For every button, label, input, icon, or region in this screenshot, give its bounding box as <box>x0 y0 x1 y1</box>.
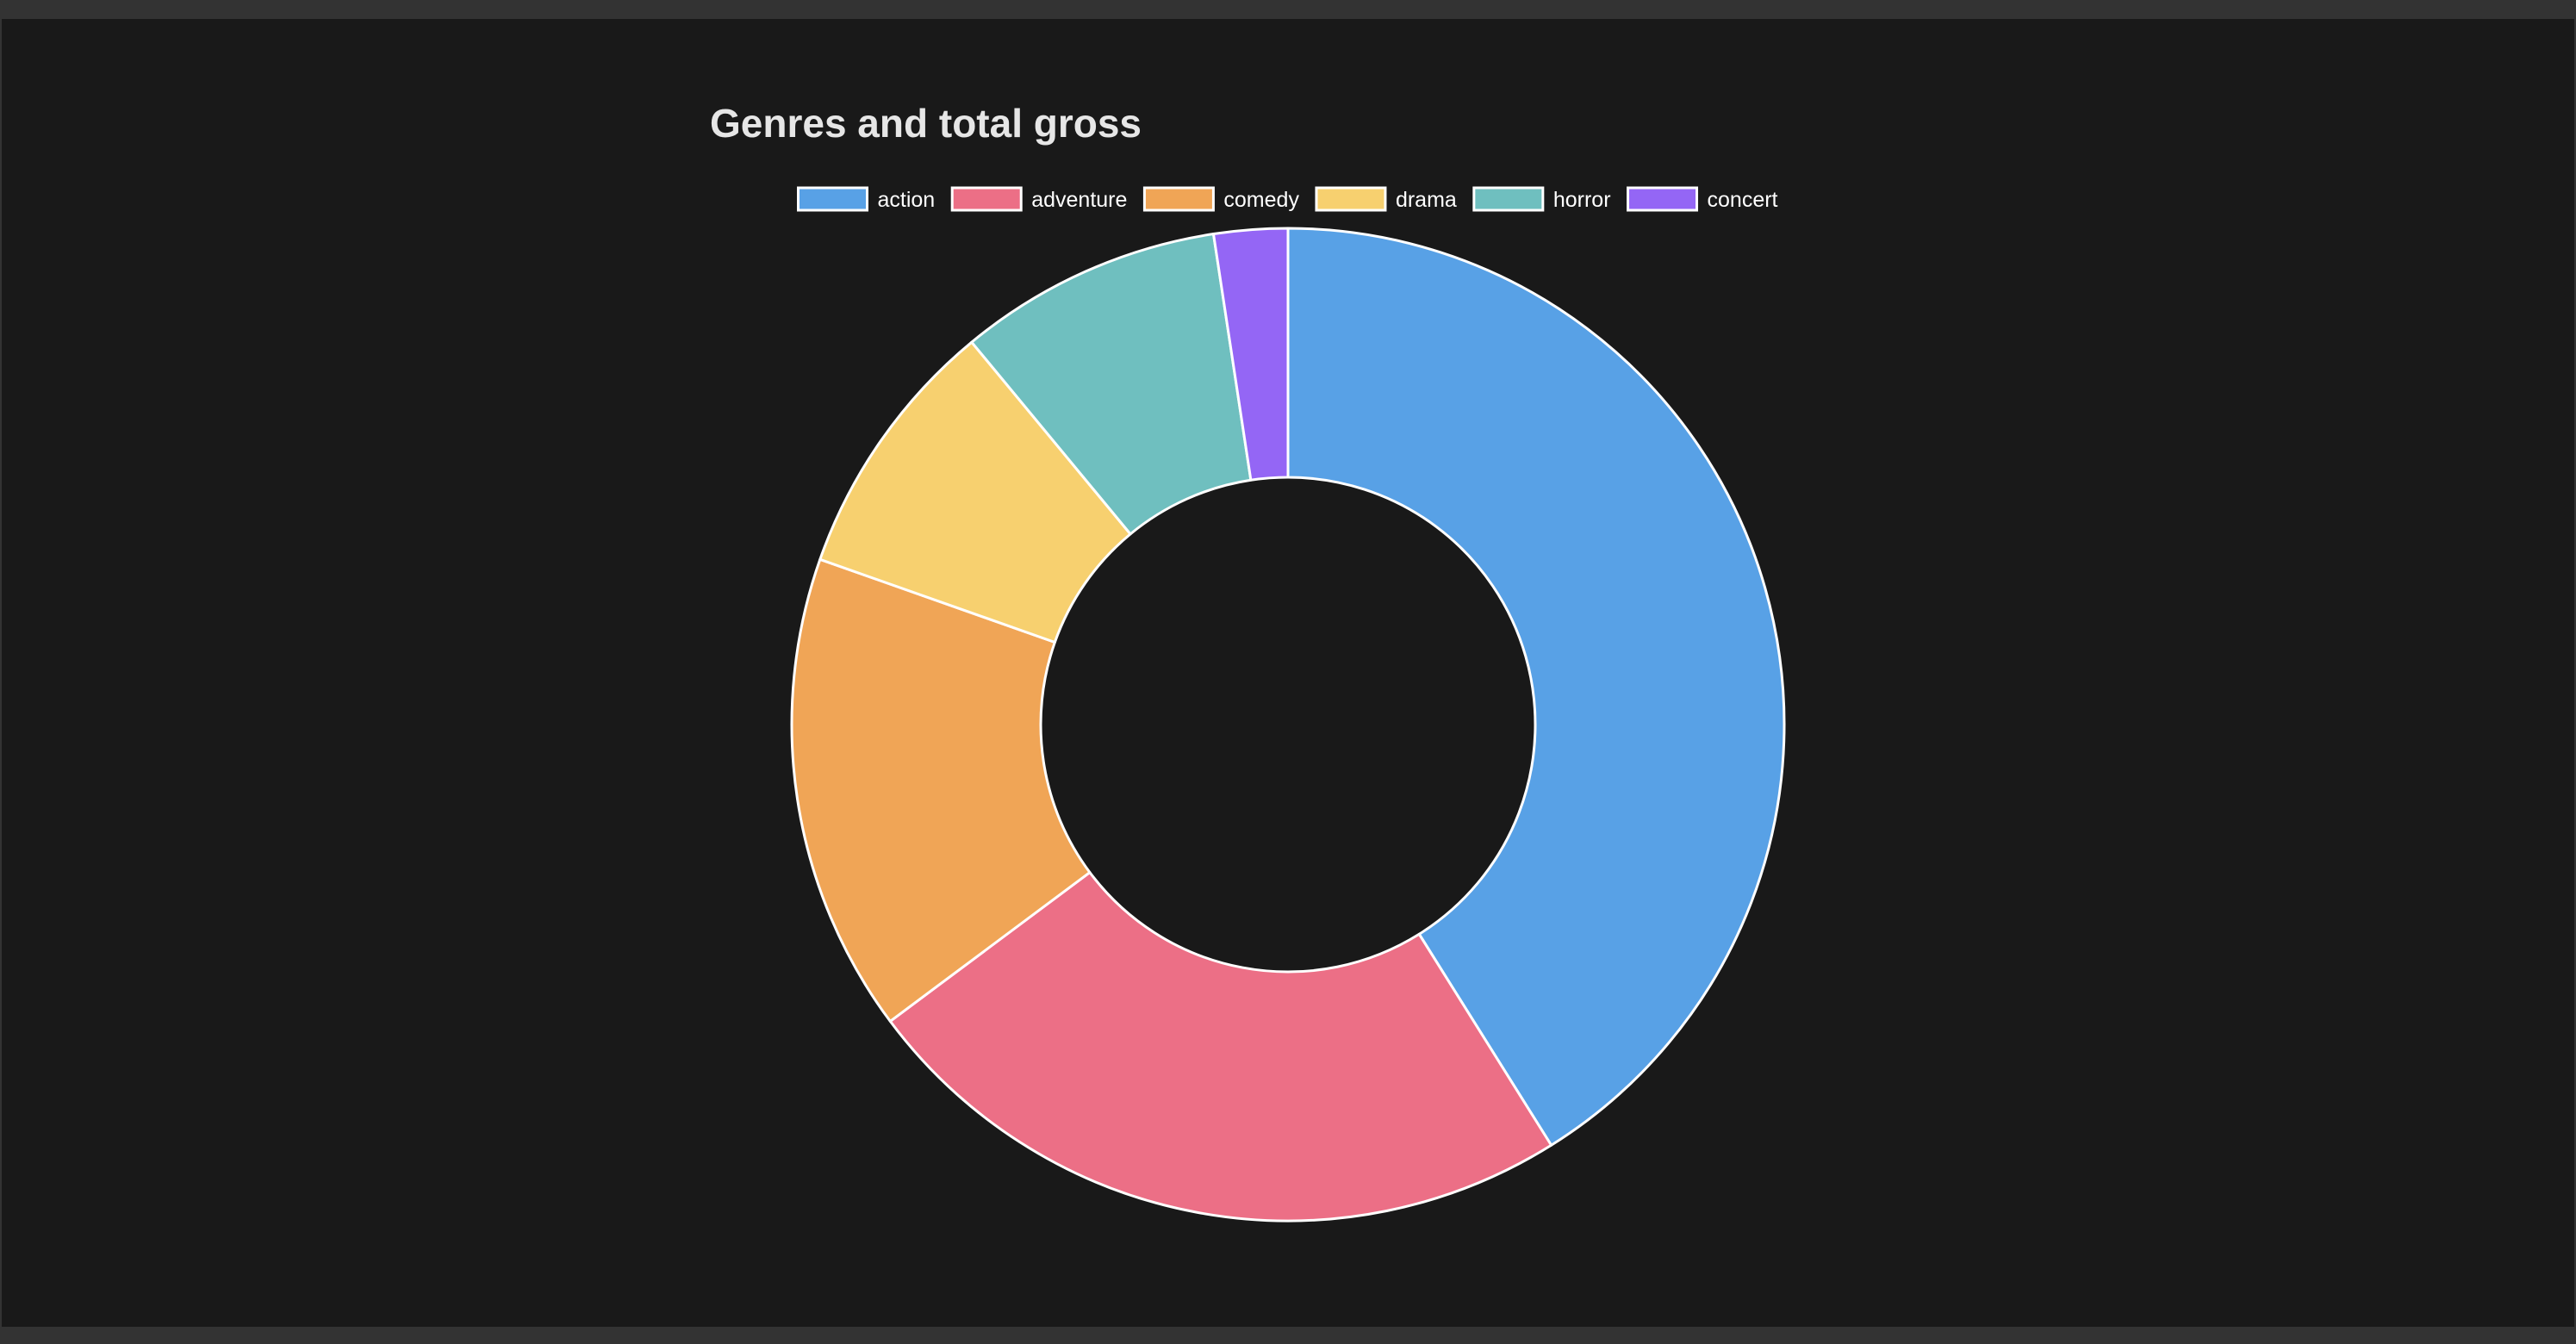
chart-slices <box>790 227 1786 1223</box>
chart-title: Genres and total gross <box>710 101 1142 146</box>
legend-label-horror[interactable]: horror <box>1553 188 1611 212</box>
legend-swatch-adventure[interactable] <box>950 186 1023 212</box>
chart-legend: action adventure comedy drama horror concert <box>796 186 1778 212</box>
bottom-frame-bar <box>0 1327 2576 1344</box>
top-frame-bar <box>0 0 2576 19</box>
legend-swatch-comedy[interactable] <box>1142 186 1215 212</box>
legend-label-adventure[interactable]: adventure <box>1031 188 1127 212</box>
legend-swatch-action[interactable] <box>796 186 868 212</box>
slice-drama[interactable] <box>818 340 1132 644</box>
slice-concert[interactable] <box>1211 227 1290 482</box>
legend-label-concert[interactable]: concert <box>1708 188 1778 212</box>
legend-swatch-drama[interactable] <box>1315 186 1387 212</box>
slice-action[interactable] <box>1286 227 1786 1147</box>
legend-label-comedy[interactable]: comedy <box>1223 188 1299 212</box>
legend-swatch-concert[interactable] <box>1627 186 1699 212</box>
slice-horror[interactable] <box>970 233 1253 536</box>
slice-adventure[interactable] <box>888 871 1553 1223</box>
legend-label-drama[interactable]: drama <box>1396 188 1457 212</box>
slice-comedy[interactable] <box>790 557 1092 1023</box>
legend-label-action[interactable]: action <box>877 188 935 212</box>
legend-swatch-horror[interactable] <box>1472 186 1545 212</box>
